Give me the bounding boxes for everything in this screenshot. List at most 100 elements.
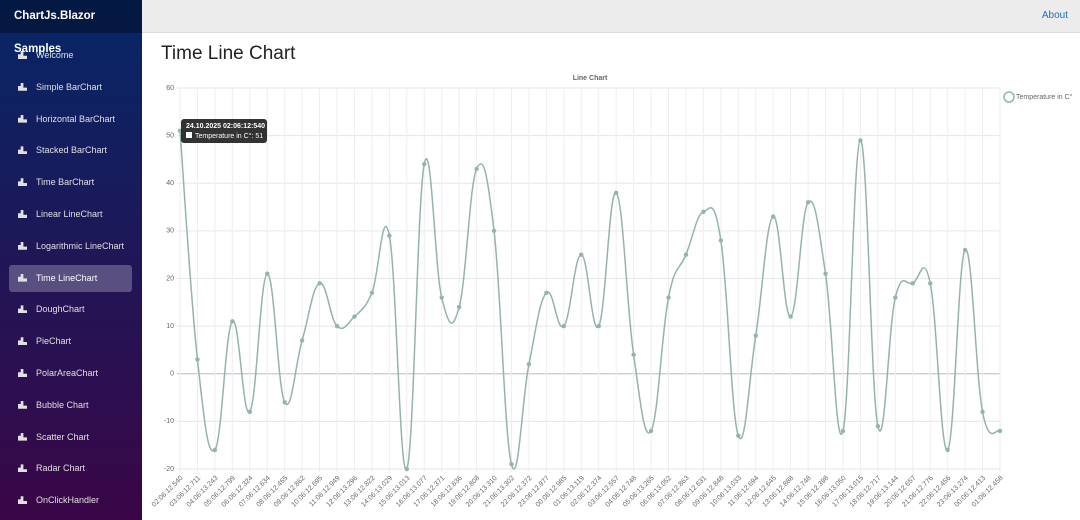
nav-item[interactable]: DoughChart bbox=[9, 296, 132, 323]
point bbox=[596, 323, 601, 329]
nav-icon bbox=[18, 82, 27, 91]
nav-item[interactable]: Logarithmic LineChart bbox=[9, 233, 132, 260]
point bbox=[544, 290, 549, 295]
nav-item[interactable]: Bubble Chart bbox=[9, 392, 132, 419]
point bbox=[561, 323, 567, 329]
point bbox=[997, 428, 1003, 434]
about-link[interactable]: About bbox=[1041, 10, 1068, 21]
nav-item[interactable]: Horizontal BarChart bbox=[9, 106, 132, 133]
nav-item[interactable]: PieChart bbox=[9, 328, 132, 355]
point bbox=[718, 238, 724, 243]
nav-icon bbox=[18, 146, 27, 155]
nav-icon bbox=[18, 273, 27, 282]
point bbox=[805, 200, 811, 205]
y-tick-label: -20 bbox=[164, 466, 174, 473]
point bbox=[230, 319, 235, 324]
point bbox=[509, 462, 514, 467]
nav-icon bbox=[18, 496, 27, 505]
tooltip-box bbox=[181, 119, 267, 143]
point bbox=[631, 352, 636, 357]
point bbox=[945, 447, 950, 453]
tooltip-title: 24.10.2025 02:06:12:540 bbox=[186, 123, 265, 130]
nav-icon bbox=[18, 51, 27, 59]
nav-icon bbox=[18, 241, 27, 250]
point bbox=[893, 295, 898, 300]
nav-item[interactable]: Scatter Chart bbox=[9, 424, 132, 451]
nav-item[interactable]: Stacked BarChart bbox=[9, 137, 132, 164]
point bbox=[334, 323, 340, 329]
point bbox=[422, 162, 427, 167]
nav-item[interactable]: Linear LineChart bbox=[9, 201, 132, 228]
point bbox=[910, 281, 915, 286]
point bbox=[195, 357, 200, 362]
nav-item[interactable]: Time LineChart bbox=[9, 264, 132, 292]
point bbox=[387, 233, 392, 238]
point bbox=[666, 295, 671, 300]
y-tick-label: 60 bbox=[166, 85, 174, 92]
point bbox=[928, 281, 933, 286]
point bbox=[212, 447, 218, 453]
brand[interactable]: ChartJs.Blazor Samples bbox=[0, 0, 142, 55]
point bbox=[875, 423, 881, 429]
point bbox=[683, 252, 689, 257]
point bbox=[369, 290, 375, 295]
top-bar: About bbox=[142, 0, 1080, 33]
point bbox=[770, 214, 776, 219]
point bbox=[456, 304, 462, 310]
point bbox=[579, 252, 584, 257]
sidebar: ChartJs.Blazor Samples Welcome Simple Bar… bbox=[0, 0, 142, 520]
nav-item[interactable]: PolarAreaChart bbox=[9, 360, 132, 387]
point bbox=[404, 466, 410, 472]
point bbox=[439, 295, 444, 300]
point bbox=[282, 400, 287, 405]
point bbox=[753, 333, 758, 338]
point bbox=[858, 138, 863, 143]
nav-item[interactable]: Simple BarChart bbox=[9, 74, 132, 101]
point bbox=[265, 271, 270, 276]
y-tick-label: 40 bbox=[166, 180, 174, 187]
point bbox=[648, 428, 654, 434]
point bbox=[736, 433, 741, 438]
nav-icon bbox=[18, 305, 27, 314]
point bbox=[840, 428, 846, 434]
nav-item[interactable]: Welcome bbox=[9, 42, 132, 69]
nav-icon bbox=[18, 337, 27, 346]
y-tick-label: 10 bbox=[166, 323, 174, 330]
nav-icon bbox=[18, 114, 27, 123]
chart-title: Line Chart bbox=[573, 75, 608, 82]
nav-icon bbox=[18, 464, 27, 473]
point bbox=[613, 190, 619, 195]
nav-icon bbox=[18, 400, 27, 409]
point bbox=[701, 209, 706, 215]
point bbox=[474, 166, 479, 172]
nav-item[interactable]: OnClickHandler bbox=[9, 487, 132, 514]
point bbox=[317, 281, 322, 286]
y-tick-label: 0 bbox=[170, 371, 174, 378]
point bbox=[247, 409, 252, 415]
y-tick-label: 30 bbox=[166, 228, 174, 235]
point bbox=[788, 314, 793, 319]
point bbox=[823, 271, 828, 276]
point bbox=[299, 338, 305, 343]
y-tick-label: 20 bbox=[166, 275, 174, 282]
point bbox=[526, 362, 532, 367]
page-heading: Time Line Chart bbox=[161, 43, 296, 64]
point bbox=[352, 314, 357, 319]
nav-item[interactable]: Radar Chart bbox=[9, 455, 132, 482]
nav-item[interactable]: Time BarChart bbox=[9, 169, 132, 196]
nav-icon bbox=[18, 432, 27, 441]
point bbox=[962, 247, 968, 253]
nav-icon bbox=[18, 178, 27, 187]
point bbox=[980, 409, 985, 415]
tooltip-body: Temperature in C°: 51 bbox=[195, 132, 263, 140]
series-line bbox=[179, 130, 1001, 471]
y-tick-label: -10 bbox=[164, 418, 174, 425]
y-tick-label: 50 bbox=[166, 132, 174, 139]
tooltip-swatch bbox=[186, 132, 192, 138]
legend-swatch bbox=[1003, 91, 1015, 103]
chart: Line Chart-20-10010203040506002:06:12.54… bbox=[151, 75, 1073, 509]
nav-icon bbox=[18, 210, 27, 218]
point bbox=[491, 228, 497, 234]
legend-label: Temperature in C° bbox=[1016, 93, 1073, 101]
